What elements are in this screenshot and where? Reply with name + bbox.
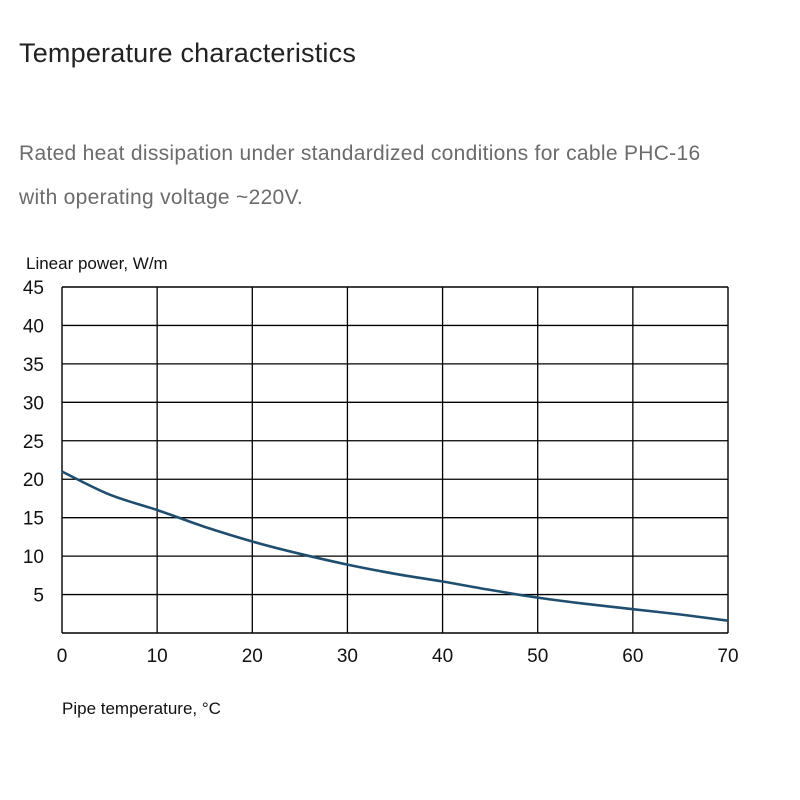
y-tick-label: 5 [33, 586, 44, 607]
description-line-1: Rated heat dissipation under standardize… [19, 142, 701, 165]
y-tick-label: 30 [23, 393, 44, 414]
y-axis-label: Linear power, W/m [26, 254, 168, 273]
x-tick-label: 70 [717, 646, 738, 667]
x-tick-label: 10 [147, 646, 168, 667]
y-tick-label: 25 [23, 432, 44, 453]
x-tick-label: 0 [57, 646, 68, 667]
description: Rated heat dissipation under standardize… [19, 132, 789, 220]
page-title: Temperature characteristics [19, 38, 357, 68]
y-tick-label: 15 [23, 509, 44, 530]
x-tick-label: 40 [432, 646, 453, 667]
y-tick-label: 10 [23, 547, 44, 568]
x-tick-label: 30 [337, 646, 358, 667]
power-temperature-chart: Linear power, W/m 0 10 20 30 40 50 60 70 5 10 15 20… [23, 254, 739, 718]
chart-ticks: 0 10 20 30 40 50 60 70 5 10 15 20 25 30 35 40 45 [23, 278, 739, 667]
chart-grid [61, 286, 729, 634]
y-tick-label: 20 [23, 470, 44, 491]
power-curve [61, 470, 729, 622]
y-tick-label: 40 [23, 316, 44, 337]
x-axis-label: Pipe temperature, °C [62, 699, 221, 718]
y-tick-label: 45 [23, 278, 44, 299]
x-tick-label: 50 [527, 646, 548, 667]
x-tick-label: 60 [622, 646, 643, 667]
x-tick-label: 20 [242, 646, 263, 667]
y-tick-label: 35 [23, 355, 44, 376]
description-line-2: with operating voltage ~220V. [19, 186, 304, 209]
